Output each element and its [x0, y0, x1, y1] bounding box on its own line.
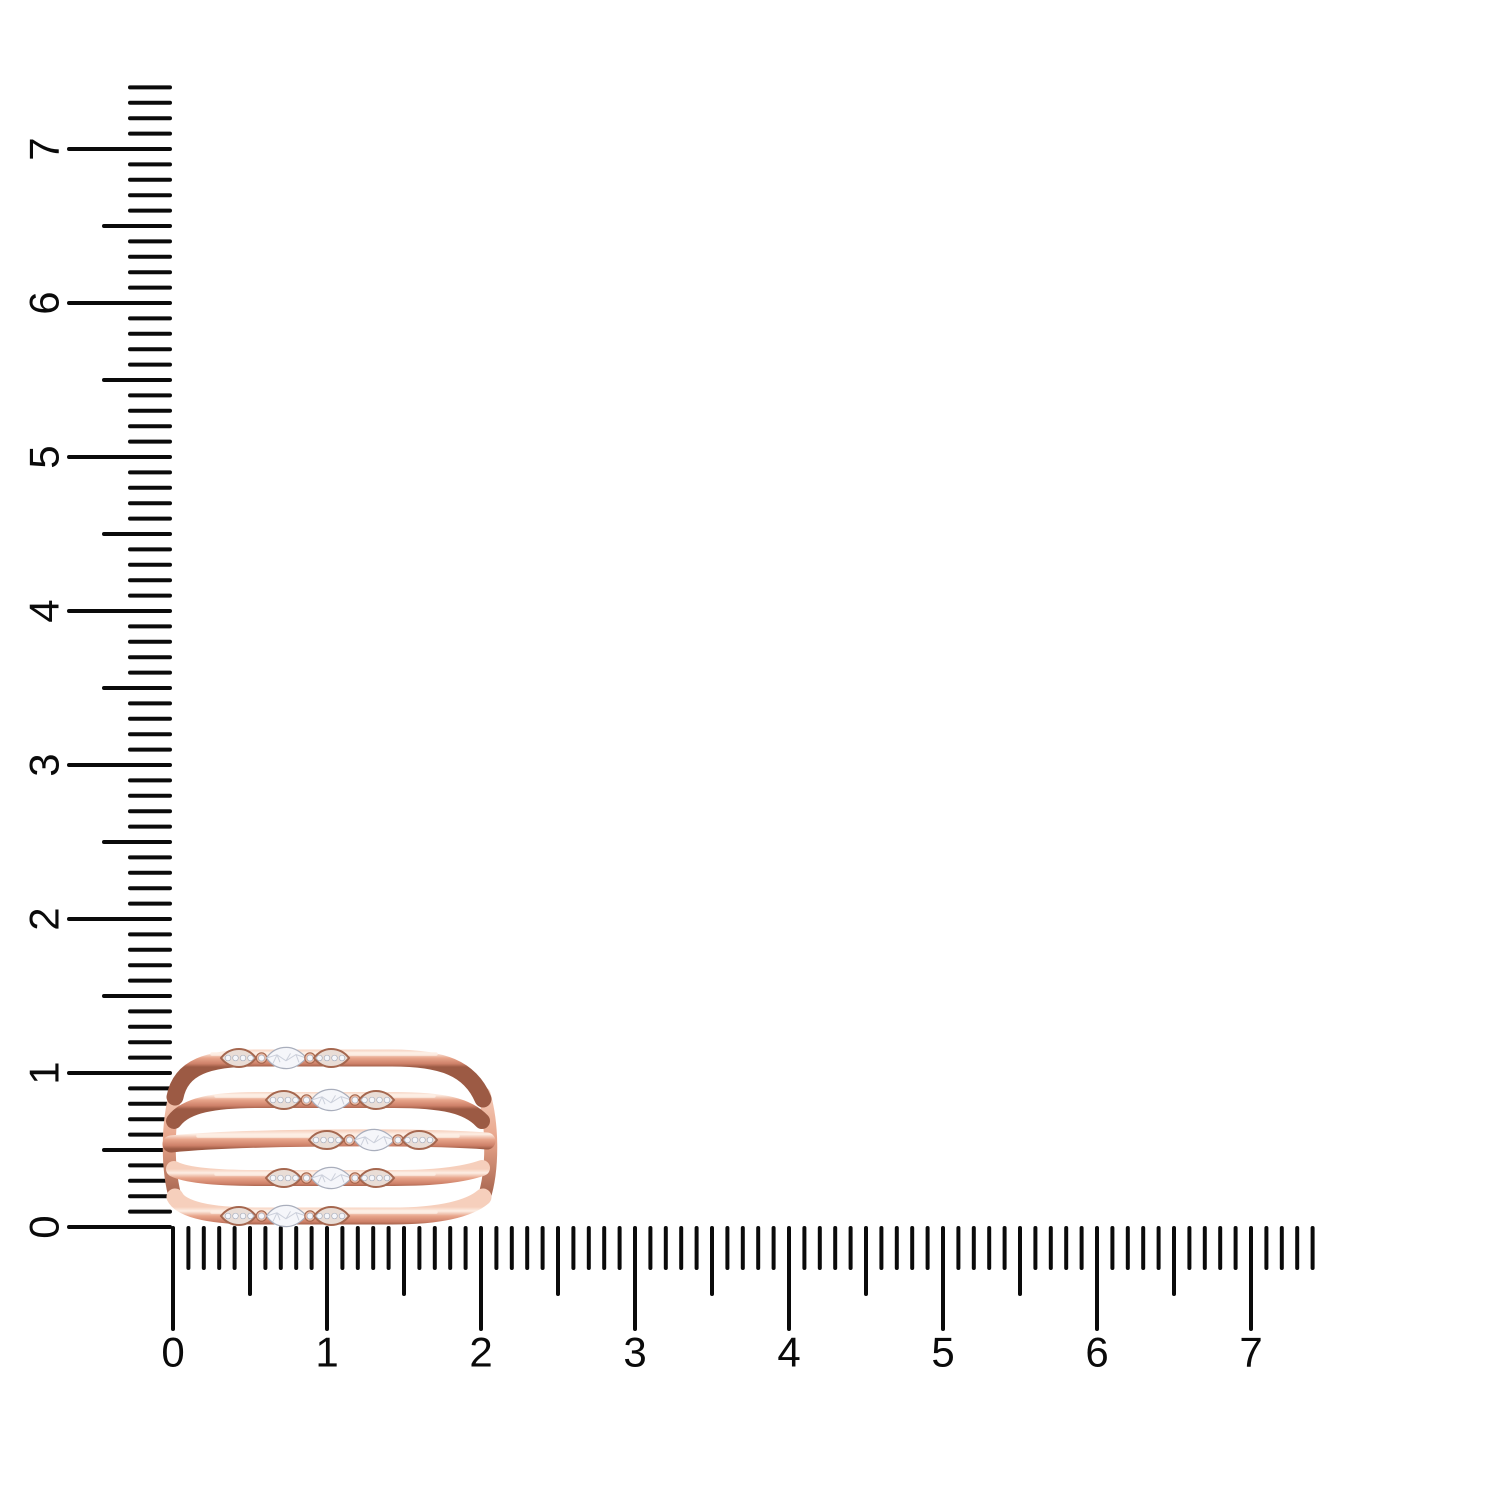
v-ruler-label: 2 [21, 907, 68, 930]
h-ruler-label: 1 [315, 1329, 338, 1376]
diamond-cluster [308, 1128, 438, 1152]
v-ruler-label: 4 [21, 599, 68, 622]
h-ruler-label: 6 [1085, 1329, 1108, 1376]
horizontal-ruler: 0 1 2 3 4 5 6 7 [161, 1226, 1315, 1376]
h-ruler-label: 0 [161, 1329, 184, 1376]
diamond-cluster [265, 1088, 395, 1112]
v-ruler-label: 5 [21, 445, 68, 468]
h-ruler-label: 7 [1239, 1329, 1262, 1376]
h-ruler-label: 4 [777, 1329, 800, 1376]
vertical-ruler: 0 1 2 3 4 5 6 7 [21, 85, 172, 1239]
h-ruler-label: 3 [623, 1329, 646, 1376]
h-ruler-label: 5 [931, 1329, 954, 1376]
v-ruler-label: 7 [21, 137, 68, 160]
h-ruler-label: 2 [469, 1329, 492, 1376]
v-ruler-label: 1 [21, 1061, 68, 1084]
ring-image [162, 1046, 498, 1228]
diamond-cluster [220, 1046, 350, 1070]
diamond-cluster [220, 1204, 350, 1228]
v-ruler-label: 0 [21, 1215, 68, 1238]
v-ruler-label: 6 [21, 291, 68, 314]
v-ruler-label: 3 [21, 753, 68, 776]
diamond-cluster [265, 1166, 395, 1190]
